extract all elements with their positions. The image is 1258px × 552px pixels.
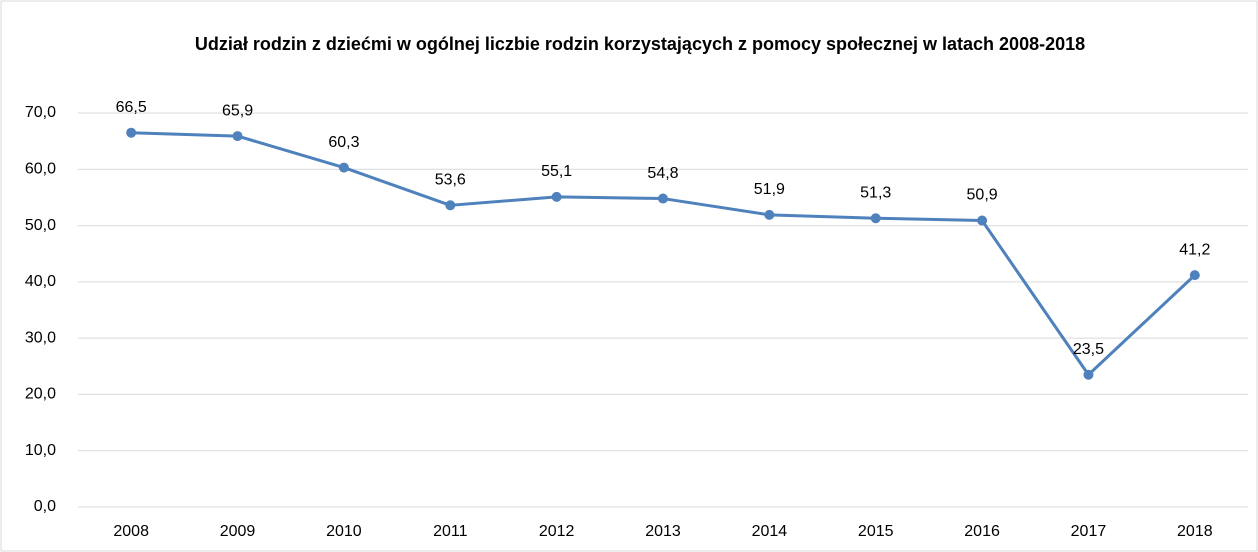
x-tick-label: 2018 [1177,523,1213,540]
x-tick-label: 2011 [433,523,468,540]
x-tick-label: 2015 [858,523,894,540]
data-point [870,213,881,224]
data-point [764,209,775,220]
y-tick-label: 30,0 [25,329,56,346]
x-tick-label: 2016 [964,523,1000,540]
x-tick-label: 2008 [113,523,149,540]
data-label: 54,8 [647,165,678,182]
x-tick-label: 2017 [1071,523,1107,540]
data-point [1189,270,1200,281]
x-tick-label: 2009 [220,523,256,540]
data-label: 66,5 [116,99,147,116]
x-tick-label: 2012 [539,523,575,540]
y-tick-label: 70,0 [25,104,56,121]
data-point [445,200,456,211]
data-point [338,162,349,173]
data-label: 50,9 [967,187,998,204]
chart-title: Udział rodzin z dziećmi w ogólnej liczbi… [194,34,1086,54]
data-label: 41,2 [1179,241,1210,258]
y-tick-label: 10,0 [25,442,56,459]
x-tick-label: 2010 [326,523,362,540]
y-tick-label: 0,0 [34,498,56,515]
data-point [658,193,668,204]
data-label: 53,6 [435,172,466,189]
data-point [977,215,988,226]
y-tick-label: 20,0 [25,386,56,403]
data-label: 51,3 [860,184,891,201]
data-point [1083,369,1094,380]
data-label: 55,1 [541,163,572,180]
x-tick-label: 2013 [645,523,681,540]
y-tick-label: 50,0 [25,217,56,234]
data-point [232,131,243,142]
y-tick-label: 60,0 [25,161,56,178]
data-point [126,127,137,138]
x-tick-label: 2014 [752,523,788,540]
data-label: 60,3 [328,134,359,151]
data-label: 65,9 [222,102,253,119]
y-tick-label: 40,0 [25,273,56,290]
data-label: 23,5 [1073,341,1104,358]
data-point [551,191,562,202]
data-label: 51,9 [754,181,785,198]
